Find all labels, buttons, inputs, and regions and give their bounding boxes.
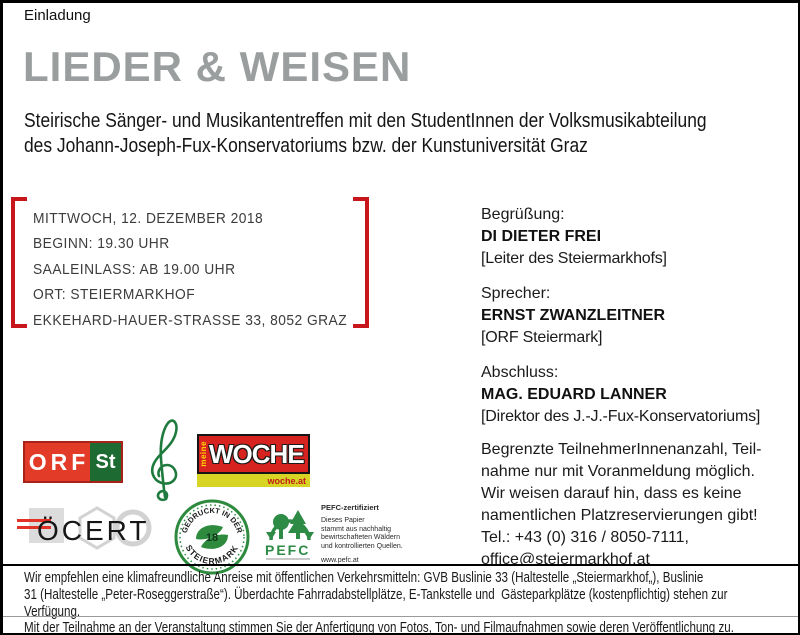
event-admission-time: SAALEINLASS: AB 19.00 UHR (33, 260, 236, 278)
treble-clef-icon (150, 419, 178, 502)
registration-line: nahme nur mit Voranmeldung möglich. (481, 463, 755, 480)
pefc-cert-title: PEFC-zertifiziert (321, 503, 379, 512)
event-address: EKKEHARD-HAUER-STRASSE 33, 8052 GRAZ (33, 311, 348, 329)
subtitle-line: Steirische Sänger- und Musikantentreffen… (24, 110, 707, 132)
badge-leaf (201, 534, 228, 549)
speaker-role: Begrüßung: (481, 206, 565, 223)
orf-logo-st-text: St (90, 443, 121, 481)
speaker-entry: Sprecher: ERNST ZWANZLEITNER [ORF Steier… (481, 283, 793, 349)
footer-divider (3, 564, 798, 566)
transport-line: 31 (Haltestelle „Peter-Roseggerstraße“).… (24, 587, 728, 603)
document-type-label: Einladung (24, 7, 91, 24)
oecert-logo: ÖCERT (17, 506, 152, 550)
orf-steiermark-logo: ORF St (23, 441, 123, 483)
event-subtitle: Steirische Sänger- und Musikantentreffen… (24, 109, 798, 159)
orf-logo-text: ORF (25, 443, 90, 481)
speaker-affiliation: [ORF Steiermark] (481, 329, 603, 346)
subtitle-line: des Johann-Joseph-Fux-Konservatoriums bz… (24, 135, 588, 157)
transport-line: Verfügung. (24, 604, 81, 620)
event-details-box: MITTWOCH, 12. DEZEMBER 2018 BEGINN: 19.3… (11, 197, 369, 329)
event-details: MITTWOCH, 12. DEZEMBER 2018 BEGINN: 19.3… (33, 206, 383, 333)
speaker-name: ERNST ZWANZLEITNER (481, 307, 665, 324)
oecert-label: ÖCERT (37, 515, 150, 546)
woche-site-text: woche.at (267, 475, 306, 486)
phone-number: Tel.: +43 (0) 316 / 8050-7111, (481, 529, 689, 546)
pefc-logo: PEFC (265, 510, 314, 560)
badge-center-number: 18 (206, 532, 218, 544)
registration-info: Begrenzte TeilnehmerInnenanzahl, Teil- n… (481, 439, 798, 571)
speaker-name: MAG. EDUARD LANNER (481, 386, 667, 403)
pefc-cert-line: Dieses Papier (321, 517, 365, 524)
speaker-name: DI DIETER FREI (481, 228, 602, 245)
speaker-role: Abschluss: (481, 364, 559, 381)
red-bracket-left (11, 197, 27, 328)
event-start-time: BEGINN: 19.30 UHR (33, 235, 170, 253)
pefc-certification-text: PEFC-zertifiziert Dieses Papier stammt a… (321, 503, 421, 564)
pefc-cert-line: stammt aus nachhaltig (321, 525, 392, 533)
page-title: LIEDER & WEISEN (23, 43, 412, 90)
event-date: MITTWOCH, 12. DEZEMBER 2018 (33, 210, 264, 227)
steiermark-print-badge: GEDRUCKT IN DER STEIERMARK 18 (174, 499, 250, 575)
speaker-affiliation: [Leiter des Steiermarkhofs] (481, 250, 667, 267)
red-bracket-right (353, 197, 369, 328)
speakers-list: Begrüßung: DI DIETER FREI [Leiter des St… (481, 204, 793, 441)
pefc-url: www.pefc.at (321, 557, 359, 564)
speaker-affiliation: [Direktor des J.-J.-Fux-Konservatoriums] (481, 408, 761, 425)
badge-leaf (196, 525, 223, 540)
media-consent-note: Mit der Teilnahme an der Veranstaltung s… (24, 620, 734, 635)
pefc-small-print-bar (266, 558, 310, 560)
transport-line: Wir empfehlen eine klimafreundliche Anre… (24, 570, 704, 586)
email-address: office@steiermarkhof.at (481, 551, 650, 568)
woche-main-text: WOCHE (209, 438, 305, 469)
consent-divider (3, 616, 798, 617)
registration-line: Wir weisen darauf hin, dass es keine (481, 485, 742, 502)
event-venue: ORT: STEIERMARKHOF (33, 286, 196, 304)
woche-meine-text: meine (199, 441, 208, 467)
pefc-cert-line: bewirtschafteten Wäldern (321, 534, 400, 541)
pefc-label: PEFC (265, 542, 310, 558)
speaker-entry: Begrüßung: DI DIETER FREI [Leiter des St… (481, 204, 793, 270)
woche-logo: meine WOCHE woche.at (197, 434, 310, 487)
registration-line: Begrenzte TeilnehmerInnenanzahl, Teil- (481, 441, 762, 458)
woche-logo-top: meine WOCHE (197, 434, 310, 474)
woche-logo-strip: woche.at (197, 474, 310, 487)
speaker-entry: Abschluss: MAG. EDUARD LANNER [Direktor … (481, 362, 793, 428)
transport-info: Wir empfehlen eine klimafreundliche Anre… (24, 570, 798, 621)
registration-line: namentlichen Platzreservierungen gibt! (481, 507, 758, 524)
pefc-cert-line: und kontrollierten Quellen. (321, 542, 403, 550)
speaker-role: Sprecher: (481, 285, 551, 302)
